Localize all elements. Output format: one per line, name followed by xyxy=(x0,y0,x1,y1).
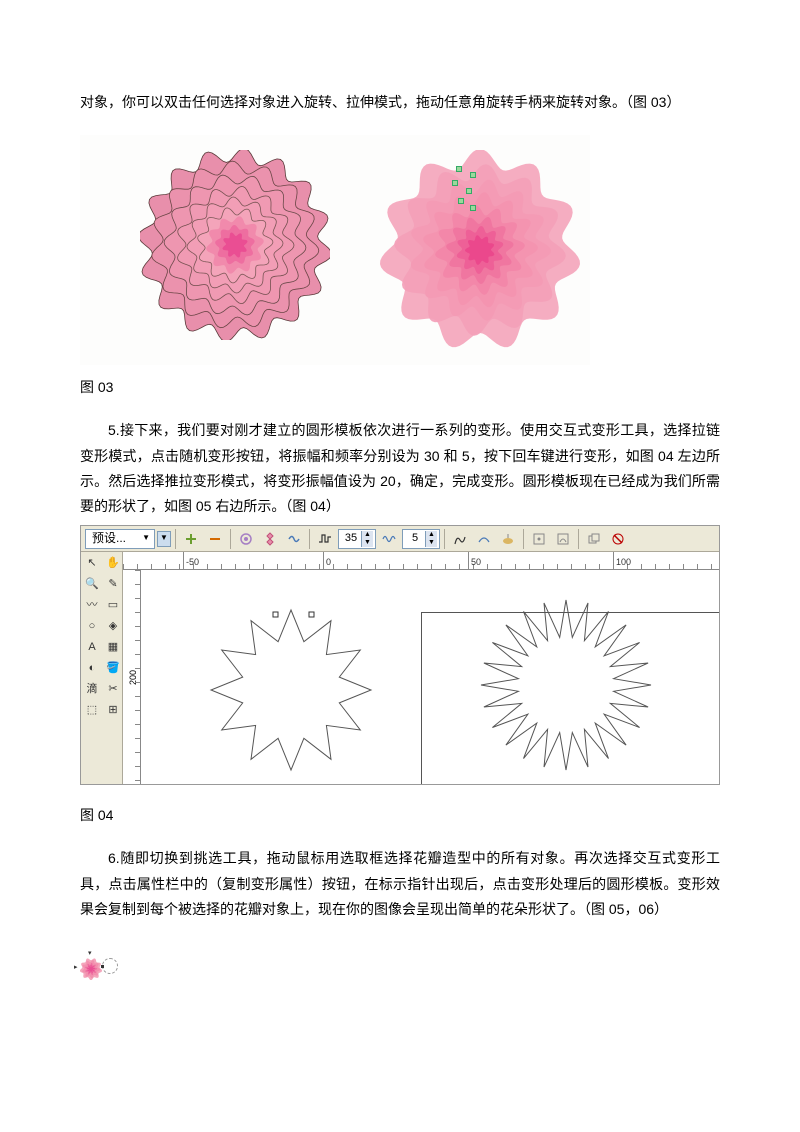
paragraph-intro: 对象，你可以双击任何选择对象进入旋转、拉伸模式，拖动任意角旋转手柄来旋转对象。（… xyxy=(80,90,720,115)
frequency-icon xyxy=(378,528,400,550)
flower-right xyxy=(380,150,580,358)
figure-04-label: 图 04 xyxy=(80,803,720,828)
tool-button[interactable]: ◈ xyxy=(103,617,123,637)
property-bar: 预设... ▼ ▼ 35 ▲▼ 5 ▲▼ xyxy=(81,526,719,552)
zipper-mode-button[interactable] xyxy=(259,528,281,550)
tool-button[interactable]: ✎ xyxy=(103,575,123,595)
zigzag-shape xyxy=(201,600,381,780)
preset-dropdown-arrow[interactable]: ▼ xyxy=(157,531,171,547)
ruler-vertical: 200 xyxy=(123,570,141,784)
frequency-input[interactable]: 5 ▲▼ xyxy=(402,529,440,549)
twister-mode-button[interactable] xyxy=(283,528,305,550)
sun-shape xyxy=(471,590,661,780)
tool-button[interactable]: ↖ xyxy=(82,554,102,574)
amplitude-value: 35 xyxy=(341,529,361,549)
tool-button[interactable]: 🪣 xyxy=(103,659,123,679)
remove-preset-button[interactable] xyxy=(204,528,226,550)
tool-button[interactable]: 〰 xyxy=(82,596,102,616)
figure-03 xyxy=(80,135,590,365)
rotate-handle[interactable] xyxy=(470,205,476,211)
rotate-handle[interactable] xyxy=(456,166,462,172)
tool-button[interactable]: ▭ xyxy=(103,596,123,616)
convert-curve-button[interactable] xyxy=(552,528,574,550)
center-distort-button[interactable] xyxy=(528,528,550,550)
random-distort-button[interactable] xyxy=(449,528,471,550)
ruler-tick-label: 0 xyxy=(326,554,331,570)
clear-distort-button[interactable] xyxy=(607,528,629,550)
tool-button[interactable] xyxy=(103,722,123,742)
tool-button[interactable]: ⊞ xyxy=(103,701,123,721)
amplitude-icon xyxy=(314,528,336,550)
thumb-circle xyxy=(102,958,118,974)
tool-button[interactable]: 滴 xyxy=(82,680,102,700)
preset-dropdown[interactable]: 预设... ▼ xyxy=(85,529,155,549)
ruler-tick-label: 100 xyxy=(616,554,631,570)
figure-03-label: 图 03 xyxy=(80,375,720,400)
push-pull-mode-button[interactable] xyxy=(235,528,257,550)
canvas[interactable] xyxy=(141,570,719,784)
tool-button[interactable]: 🔍 xyxy=(82,575,102,595)
tool-button[interactable]: A xyxy=(82,638,102,658)
smooth-distort-button[interactable] xyxy=(473,528,495,550)
rotate-handle[interactable] xyxy=(470,172,476,178)
rotate-handle[interactable] xyxy=(466,188,472,194)
ruler-tick-label: -50 xyxy=(186,554,199,570)
rotate-handle[interactable] xyxy=(452,180,458,186)
preset-label: 预设... xyxy=(92,528,126,550)
tool-button[interactable]: ▦ xyxy=(103,638,123,658)
flower-left xyxy=(140,150,330,348)
ruler-horizontal: -50 0 50 100 xyxy=(123,552,719,570)
tool-button[interactable]: ⬚ xyxy=(82,701,102,721)
local-distort-button[interactable] xyxy=(497,528,519,550)
frequency-value: 5 xyxy=(405,529,425,549)
amplitude-input[interactable]: 35 ▲▼ xyxy=(338,529,376,549)
figure-05-thumbnail: ▾ ▸ xyxy=(80,952,120,984)
rotate-handle[interactable] xyxy=(458,198,464,204)
paragraph-step5: 5.接下来，我们要对刚才建立的圆形模板依次进行一系列的变形。使用交互式变形工具，… xyxy=(80,418,720,519)
copy-distort-button[interactable] xyxy=(583,528,605,550)
add-preset-button[interactable] xyxy=(180,528,202,550)
tool-button[interactable]: ✋ xyxy=(103,554,123,574)
tool-button[interactable] xyxy=(82,722,102,742)
ruler-tick-label: 50 xyxy=(471,554,481,570)
paragraph-step6: 6.随即切换到挑选工具，拖动鼠标用选取框选择花瓣造型中的所有对象。再次选择交互式… xyxy=(80,846,720,922)
tool-button[interactable]: ◐ xyxy=(82,659,102,679)
tool-button[interactable]: ✂ xyxy=(103,680,123,700)
tool-button[interactable]: ○ xyxy=(82,617,102,637)
toolbox: ↖✋🔍✎〰▭○◈A▦◐🪣滴✂⬚⊞ xyxy=(81,552,123,784)
figure-04-coreldraw-ui: 预设... ▼ ▼ 35 ▲▼ 5 ▲▼ ↖✋🔍✎〰▭○◈ xyxy=(80,525,720,785)
